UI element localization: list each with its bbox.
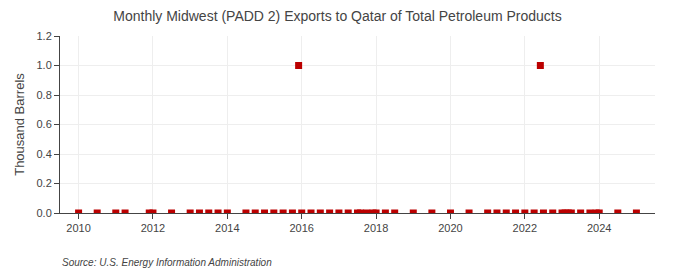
svg-text:2018: 2018	[364, 222, 388, 234]
svg-text:1.2: 1.2	[37, 30, 52, 42]
svg-text:0.2: 0.2	[37, 177, 52, 189]
svg-text:2022: 2022	[513, 222, 537, 234]
svg-text:Source: U.S. Energy Informatio: Source: U.S. Energy Information Administ…	[62, 257, 272, 268]
svg-text:2016: 2016	[289, 222, 313, 234]
svg-text:Monthly Midwest (PADD 2) Expor: Monthly Midwest (PADD 2) Exports to Qata…	[113, 8, 561, 24]
svg-text:2020: 2020	[438, 222, 462, 234]
svg-text:2024: 2024	[587, 222, 611, 234]
svg-text:0.0: 0.0	[37, 207, 52, 219]
svg-text:1.0: 1.0	[37, 59, 52, 71]
svg-text:2010: 2010	[66, 222, 90, 234]
svg-text:0.6: 0.6	[37, 118, 52, 130]
svg-text:2012: 2012	[141, 222, 165, 234]
svg-text:0.4: 0.4	[37, 148, 52, 160]
svg-text:Thousand Barrels: Thousand Barrels	[12, 73, 27, 176]
svg-text:2014: 2014	[215, 222, 239, 234]
svg-text:0.8: 0.8	[37, 89, 52, 101]
